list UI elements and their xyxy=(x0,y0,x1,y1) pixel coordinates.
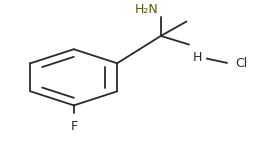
Text: Cl: Cl xyxy=(236,57,248,70)
Text: F: F xyxy=(70,120,77,133)
Text: H: H xyxy=(192,51,202,64)
Text: H₂N: H₂N xyxy=(134,3,158,16)
